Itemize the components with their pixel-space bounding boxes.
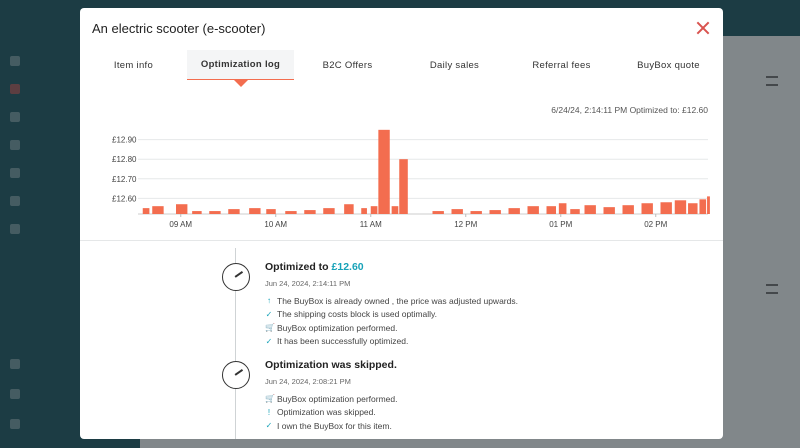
- x-tick-label: 02 PM: [644, 220, 667, 229]
- chart-bar[interactable]: [192, 211, 202, 214]
- clock-icon: [222, 263, 250, 291]
- log-line-text: The shipping costs block is used optimal…: [277, 309, 438, 320]
- x-tick-label: 12 PM: [454, 220, 477, 229]
- chart-bar[interactable]: [344, 204, 354, 214]
- log-line-text: Optimization was skipped.: [277, 407, 376, 418]
- log-title-text: Optimization was skipped.: [265, 359, 397, 371]
- chart-bar[interactable]: [688, 203, 698, 214]
- chart-bar[interactable]: [707, 196, 710, 214]
- chart-bar[interactable]: [249, 208, 261, 214]
- chart-bar[interactable]: [508, 208, 520, 214]
- tab-bar: Item info Optimization log B2C Offers Da…: [80, 50, 723, 87]
- chart-bar[interactable]: [641, 203, 653, 214]
- modal-title: An electric scooter (e-scooter): [92, 21, 266, 36]
- cart-icon: 🛒: [265, 394, 275, 404]
- chart-bar[interactable]: [176, 204, 188, 214]
- chart-bar[interactable]: [209, 211, 221, 214]
- chart-bar[interactable]: [142, 208, 150, 214]
- chart-bar[interactable]: [304, 210, 316, 214]
- tab-daily-sales[interactable]: Daily sales: [429, 59, 480, 71]
- log-line: 🛒 BuyBox optimization performed.: [265, 321, 685, 335]
- chart-bar[interactable]: [489, 210, 501, 214]
- product-modal: An electric scooter (e-scooter) Item inf…: [80, 8, 723, 439]
- log-line: ! Optimization was skipped.: [265, 406, 685, 420]
- tab-referral-fees[interactable]: Referral fees: [532, 59, 591, 71]
- log-line: ✓ I own the BuyBox for this item.: [265, 419, 685, 433]
- x-tick-label: 01 PM: [549, 220, 572, 229]
- x-tick-label: 11 AM: [360, 220, 382, 229]
- chart-bar[interactable]: [451, 209, 463, 214]
- chart-bar[interactable]: [660, 202, 672, 214]
- log-line: ✓ It has been successfully optimized.: [265, 335, 685, 349]
- check-icon: ✓: [265, 336, 273, 346]
- exclamation-icon: !: [267, 407, 271, 417]
- chart-bar[interactable]: [622, 205, 634, 214]
- divider: [80, 240, 723, 241]
- log-title-text: Optimized to: [265, 261, 329, 273]
- chart-bar[interactable]: [370, 206, 378, 214]
- close-icon[interactable]: [695, 20, 711, 36]
- chart-bar[interactable]: [527, 206, 539, 214]
- chart-bar[interactable]: [266, 209, 276, 214]
- chart-bar[interactable]: [152, 206, 164, 214]
- log-line: 🛒 BuyBox optimization performed.: [265, 392, 685, 406]
- chart-bar[interactable]: [228, 209, 240, 214]
- log-line-text: It has been successfully optimized.: [277, 336, 409, 347]
- log-entry: Optimization was skipped. Jun 24, 2024, …: [265, 359, 685, 433]
- check-icon: ✓: [265, 421, 273, 431]
- x-tick-label: 10 AM: [264, 220, 287, 229]
- chart-bar[interactable]: [432, 211, 444, 214]
- tab-item-info[interactable]: Item info: [113, 59, 154, 71]
- cart-icon: 🛒: [265, 323, 275, 333]
- chart-bar[interactable]: [285, 211, 297, 214]
- chart-bar[interactable]: [546, 206, 557, 214]
- chart-bar[interactable]: [603, 207, 615, 214]
- log-line-text: I own the BuyBox for this item.: [277, 420, 392, 431]
- chart-bar[interactable]: [470, 211, 482, 214]
- x-tick-label: 09 AM: [169, 220, 192, 229]
- clock-icon: [222, 361, 250, 389]
- log-line-text: The BuyBox is already owned , the price …: [277, 295, 518, 306]
- chart-header: 6/24/24, 2:14:11 PM Optimized to: £12.60: [551, 105, 708, 115]
- chart-bar[interactable]: [399, 159, 408, 214]
- log-line: ↑ The BuyBox is already owned , the price…: [265, 294, 685, 308]
- log-entry: Optimized to £12.60 Jun 24, 2024, 2:14:1…: [265, 261, 685, 348]
- price-history-chart[interactable]: £12.60 £12.70 £12.80 £12.90 09 AM 10 AM 11 AM 1…: [80, 120, 723, 235]
- chart-bar[interactable]: [584, 205, 596, 214]
- check-icon: ✓: [265, 309, 273, 319]
- log-line-text: BuyBox optimization performed.: [277, 322, 398, 333]
- timeline-line: [235, 248, 236, 439]
- y-tick-label: £12.90: [112, 136, 137, 145]
- log-line: ✓ The shipping costs block is used optima…: [265, 308, 685, 322]
- tab-buybox-quote[interactable]: BuyBox quote: [637, 59, 700, 71]
- chart-bar[interactable]: [570, 209, 580, 214]
- log-entry-title: Optimized to £12.60: [265, 261, 685, 273]
- arrow-up-icon: ↑: [267, 296, 271, 306]
- y-tick-label: £12.80: [112, 155, 137, 164]
- log-line-text: BuyBox optimization performed.: [277, 393, 398, 404]
- chart-bar[interactable]: [391, 206, 399, 214]
- y-tick-label: £12.60: [112, 194, 137, 203]
- y-tick-label: £12.70: [112, 175, 137, 184]
- chart-bar[interactable]: [361, 208, 367, 214]
- log-title-price: £12.60: [331, 261, 364, 273]
- chart-bar[interactable]: [674, 200, 687, 214]
- log-entry-title: Optimization was skipped.: [265, 359, 685, 371]
- log-entry-time: Jun 24, 2024, 2:14:11 PM: [265, 279, 351, 288]
- tab-b2c-offers[interactable]: B2C Offers: [322, 59, 373, 71]
- tab-optimization-log[interactable]: Optimization log: [187, 50, 294, 87]
- log-entry-time: Jun 24, 2024, 2:08:21 PM: [265, 377, 351, 386]
- chart-bar[interactable]: [699, 199, 707, 214]
- chart-bar[interactable]: [378, 129, 390, 214]
- chart-bar[interactable]: [323, 208, 335, 214]
- chart-bar[interactable]: [558, 203, 567, 214]
